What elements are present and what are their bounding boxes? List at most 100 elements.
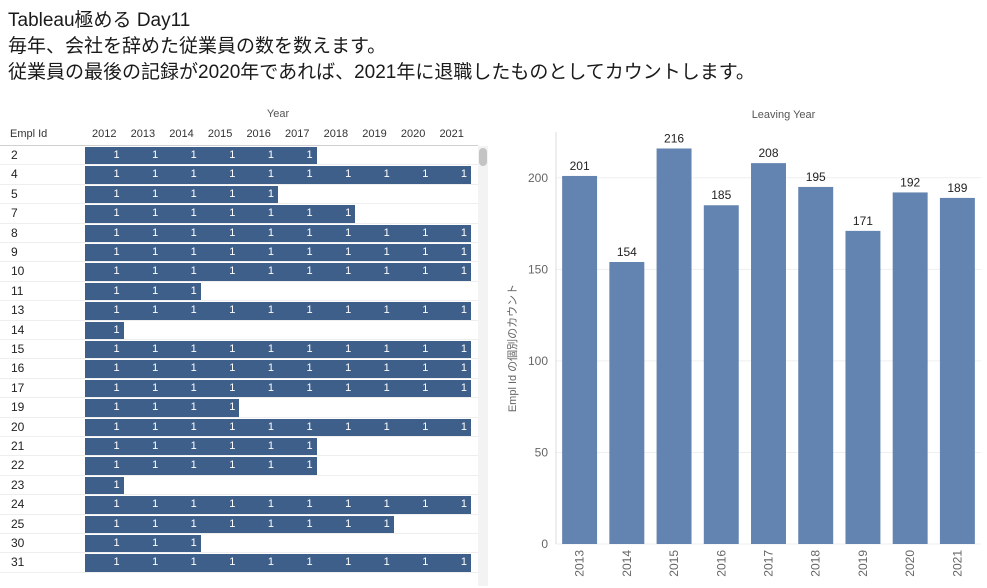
bar-2013[interactable] <box>562 175 598 544</box>
cell-value-2013[interactable]: 1 <box>152 284 159 297</box>
cell-value-2020[interactable]: 1 <box>422 304 429 317</box>
cell-value-2012[interactable]: 1 <box>113 246 120 258</box>
table-row[interactable]: 8 1 1 1 1 1 1 1 1 1 1 <box>0 224 478 243</box>
cell-value-2016[interactable]: 1 <box>267 149 274 161</box>
cell-value-2013[interactable]: 1 <box>152 459 159 472</box>
cell-value-2021[interactable]: 1 <box>460 362 467 375</box>
cell-value-2013[interactable]: 1 <box>152 149 159 161</box>
cell-value-2014[interactable]: 1 <box>190 168 197 181</box>
table-row[interactable]: 30 1 1 1 <box>0 534 478 554</box>
table-row[interactable]: 5 1 1 1 1 1 <box>0 185 478 205</box>
cell-value-2020[interactable]: 1 <box>422 343 429 355</box>
cell-value-2018[interactable]: 1 <box>345 381 352 394</box>
cell-value-2017[interactable]: 1 <box>306 304 313 317</box>
cell-value-2016[interactable]: 1 <box>267 265 274 278</box>
cell-value-2017[interactable]: 1 <box>306 246 313 258</box>
table-row[interactable]: 7 1 1 1 1 1 1 1 <box>0 204 478 224</box>
cell-value-2015[interactable]: 1 <box>229 401 236 414</box>
table-scrollbar[interactable] <box>478 146 488 586</box>
cell-value-2017[interactable]: 1 <box>306 498 313 511</box>
cell-value-2015[interactable]: 1 <box>229 498 236 511</box>
bar-2016[interactable] <box>703 205 739 544</box>
table-row[interactable]: 14 1 <box>0 321 478 340</box>
cell-value-2015[interactable]: 1 <box>229 362 236 375</box>
cell-value-2016[interactable]: 1 <box>267 187 274 200</box>
cell-value-2021[interactable]: 1 <box>460 226 467 239</box>
cell-value-2016[interactable]: 1 <box>267 498 274 511</box>
cell-value-2014[interactable]: 1 <box>190 187 197 200</box>
bar-2017[interactable] <box>751 163 786 544</box>
cell-value-2016[interactable]: 1 <box>267 362 274 375</box>
cell-value-2015[interactable]: 1 <box>229 265 236 278</box>
cell-value-2018[interactable]: 1 <box>345 304 352 317</box>
cell-value-2015[interactable]: 1 <box>229 149 236 161</box>
cell-value-2019[interactable]: 1 <box>383 265 390 278</box>
cell-value-2015[interactable]: 1 <box>229 207 236 220</box>
cell-value-2019[interactable]: 1 <box>383 362 390 375</box>
cell-value-2015[interactable]: 1 <box>229 381 236 394</box>
cell-value-2012[interactable]: 1 <box>113 207 120 220</box>
cell-value-2015[interactable]: 1 <box>229 343 236 355</box>
cell-value-2017[interactable]: 1 <box>306 343 313 355</box>
cell-value-2019[interactable]: 1 <box>383 498 390 511</box>
cell-value-2017[interactable]: 1 <box>306 381 313 394</box>
cell-value-2016[interactable]: 1 <box>267 207 274 220</box>
cell-value-2013[interactable]: 1 <box>152 498 159 511</box>
cell-value-2017[interactable]: 1 <box>306 459 313 472</box>
cell-value-2014[interactable]: 1 <box>190 440 197 452</box>
cell-value-2016[interactable]: 1 <box>267 304 274 317</box>
cell-value-2019[interactable]: 1 <box>383 517 390 530</box>
cell-value-2014[interactable]: 1 <box>190 265 197 278</box>
cell-value-2013[interactable]: 1 <box>152 246 159 258</box>
cell-value-2012[interactable]: 1 <box>113 362 120 375</box>
cell-value-2018[interactable]: 1 <box>345 498 352 511</box>
cell-value-2016[interactable]: 1 <box>267 517 274 530</box>
table-row[interactable]: 9 1 1 1 1 1 1 1 1 1 1 <box>0 243 478 263</box>
cell-value-2012[interactable]: 1 <box>113 498 120 511</box>
cell-value-2018[interactable]: 1 <box>345 226 352 239</box>
cell-value-2012[interactable]: 1 <box>113 323 120 336</box>
cell-value-2013[interactable]: 1 <box>152 517 159 530</box>
table-row[interactable]: 24 1 1 1 1 1 1 1 1 1 1 <box>0 495 478 515</box>
cell-value-2013[interactable]: 1 <box>152 381 159 394</box>
cell-value-2019[interactable]: 1 <box>383 168 390 181</box>
cell-value-2021[interactable]: 1 <box>460 420 467 433</box>
cell-value-2018[interactable]: 1 <box>345 168 352 181</box>
cell-value-2016[interactable]: 1 <box>267 381 274 394</box>
cell-value-2012[interactable]: 1 <box>113 226 120 239</box>
table-row[interactable]: 21 1 1 1 1 1 1 <box>0 437 478 457</box>
cell-value-2019[interactable]: 1 <box>383 343 390 355</box>
cell-value-2014[interactable]: 1 <box>190 401 197 414</box>
cell-value-2014[interactable]: 1 <box>190 362 197 375</box>
cell-value-2013[interactable]: 1 <box>152 362 159 375</box>
cell-value-2019[interactable]: 1 <box>383 226 390 239</box>
cell-value-2015[interactable]: 1 <box>229 226 236 239</box>
cell-value-2020[interactable]: 1 <box>422 498 429 511</box>
cell-value-2020[interactable]: 1 <box>422 246 429 258</box>
cell-value-2021[interactable]: 1 <box>460 265 467 278</box>
cell-value-2016[interactable]: 1 <box>267 440 274 452</box>
cell-value-2012[interactable]: 1 <box>113 265 120 278</box>
cell-value-2017[interactable]: 1 <box>306 556 313 569</box>
cell-value-2012[interactable]: 1 <box>113 459 120 472</box>
cell-value-2014[interactable]: 1 <box>190 537 197 549</box>
year-header-2014[interactable]: 2014 <box>169 128 194 140</box>
cell-value-2015[interactable]: 1 <box>229 168 236 181</box>
cell-value-2018[interactable]: 1 <box>345 343 352 355</box>
cell-value-2013[interactable]: 1 <box>152 168 159 181</box>
cell-value-2015[interactable]: 1 <box>229 187 236 200</box>
year-header-2016[interactable]: 2016 <box>246 128 271 140</box>
cell-value-2015[interactable]: 1 <box>229 420 236 433</box>
cell-value-2017[interactable]: 1 <box>306 149 313 161</box>
cell-value-2013[interactable]: 1 <box>152 343 159 355</box>
cell-value-2017[interactable]: 1 <box>306 440 313 452</box>
cell-value-2012[interactable]: 1 <box>113 517 120 530</box>
cell-value-2017[interactable]: 1 <box>306 207 313 220</box>
cell-value-2016[interactable]: 1 <box>267 246 274 258</box>
bar-2014[interactable] <box>609 262 645 544</box>
cell-value-2014[interactable]: 1 <box>190 498 197 511</box>
cell-value-2020[interactable]: 1 <box>422 381 429 394</box>
cell-value-2018[interactable]: 1 <box>345 420 352 433</box>
cell-value-2017[interactable]: 1 <box>306 226 313 239</box>
cell-value-2017[interactable]: 1 <box>306 420 313 433</box>
